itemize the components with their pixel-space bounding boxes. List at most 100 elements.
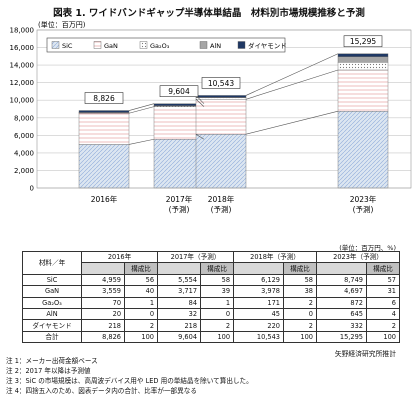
table-year-2017: 2017年（予測） [157,250,235,264]
y-unit-label: (単位：百万円) [38,20,86,29]
share-cell: 2 [124,319,159,332]
value-cell: 45 [233,307,284,321]
share-cell: 0 [283,307,317,321]
table-header-row: 材料／年 2016年 2017年（予測） 2018年（予測） 2023年（予測） [22,250,400,275]
share-cell: 100 [283,330,317,344]
footnote: 注 1：メーカー出荷金額ベース [6,357,98,365]
value-cell: 70 [80,296,126,309]
value-cell: 3,978 [233,285,284,298]
bar-segment-sic [195,134,247,189]
legend-label: GaN [104,42,118,50]
series-connector [128,138,155,145]
table-row: Ga₂O₃ 70 1 84 1 171 2 872 6 [22,296,400,309]
share-cell: 57 [366,273,400,287]
y-tick-label: 16,000 [10,44,35,52]
bar-segment-gan [195,99,247,135]
bar-segment- [337,53,389,57]
row-label: 合計 [22,330,82,344]
share-cell: 1 [200,296,235,309]
value-cell: 332 [316,319,367,332]
x-tick-label: (予測) [169,204,190,214]
legend-label: SiC [62,42,73,50]
legend-label: ダイヤモンド [248,41,287,50]
legend: SiC GaN Ga₂O₃ AlN ダイヤモンド [46,37,287,53]
total-label: 10,543 [208,79,234,88]
value-cell: 5,554 [157,273,202,287]
share-cell: 100 [124,330,159,344]
value-cell: 8,749 [316,273,367,287]
share-cell: 100 [366,330,400,344]
x-tick-label: (予測) [353,204,374,214]
series-connector [128,103,155,111]
market-size-table: 材料／年 2016年 2017年（予測） 2018年（予測） 2023年（予測）… [22,250,400,344]
value-cell: 20 [80,307,126,321]
source-note: 矢野経済研究所推計 [334,350,396,358]
bar-segment-gao [195,97,247,100]
footnote: 注 4：四捨五入のため、図表データ内の合計、比率が一部異なる [6,387,197,395]
x-tick-label: (予測) [211,204,232,214]
share-cell: 58 [200,273,235,287]
value-cell: 171 [233,296,284,309]
share-cell: 56 [124,273,159,287]
legend-label: AlN [210,42,221,50]
total-label: 9,604 [168,87,190,96]
table-row: 合計 8,826 100 9,604 100 10,543 100 15,295 100 [22,330,400,344]
y-tick-label: 6,000 [14,132,34,140]
share-cell: 0 [124,307,159,321]
share-cell: 2 [200,319,235,332]
y-tick-label: 8,000 [14,114,34,122]
series-connector [195,99,205,107]
bar-segment-aln [337,56,389,63]
row-label: AlN [22,307,82,321]
footnotes: 注 1：メーカー出荷金額ベース 注 2：2017 年以降は予測値 注 3：SiC… [6,356,253,396]
value-cell: 3,717 [157,285,202,298]
footnote: 注 3：SiC の市場規模は、高周波デバイス用や LED 用の単結晶を除いて算出… [6,377,253,385]
bar-segment- [195,95,247,98]
series-connector [195,133,205,140]
share-cell: 2 [366,319,400,332]
table-subheader-row: 構成比 構成比 構成比 構成比 [23,262,400,275]
share-cell: 0 [200,307,235,321]
total-label-box [343,35,383,48]
share-cell: 1 [124,296,159,309]
value-cell: 4,697 [316,285,367,298]
series-connector [245,53,339,96]
y-tick-label: 10,000 [10,97,35,105]
table-head-label: 材料／年 [22,251,82,275]
x-tick-label: 2018年 [208,194,235,204]
value-cell: 6,129 [233,273,284,287]
y-tick-label: 12,000 [10,79,35,87]
share-header: 構成比 [283,262,317,275]
y-tick-label: 4,000 [14,149,34,157]
bar-segment-gao [337,62,389,71]
table-year-2018: 2018年（予測） [233,250,317,264]
table-row: SiC 4,959 56 5,554 58 6,129 58 8,749 57 [22,273,400,287]
x-tick-label: 2023年 [350,194,377,204]
value-cell: 84 [157,296,202,309]
y-tick-label: 14,000 [10,62,35,70]
table-year-2016: 2016年 [80,250,159,264]
x-tick-label: 2016年 [91,194,118,204]
bar-segment- [78,110,130,113]
value-cell: 32 [157,307,202,321]
share-cell: 6 [366,296,400,309]
legend-frame [46,37,286,53]
legend-swatch [93,41,102,49]
value-cell: 4,959 [80,273,126,287]
legend-swatch [237,41,246,49]
share-cell: 4 [366,307,400,321]
share-cell: 40 [124,285,159,298]
footnote: 注 2：2017 年以降は予測値 [6,367,91,375]
value-cell: 220 [233,319,284,332]
value-cell: 218 [80,319,126,332]
share-header: 構成比 [124,262,159,275]
value-cell: 15,295 [316,330,367,344]
value-cell: 218 [157,319,202,332]
share-cell: 2 [283,296,317,309]
share-cell: 31 [366,285,400,298]
value-cell: 9,604 [157,330,202,344]
bar-segment-sic [78,144,130,189]
legend-label: Ga₂O₃ [150,42,170,50]
value-cell: 3,559 [80,285,126,298]
y-tick-label: 2,000 [14,167,34,175]
